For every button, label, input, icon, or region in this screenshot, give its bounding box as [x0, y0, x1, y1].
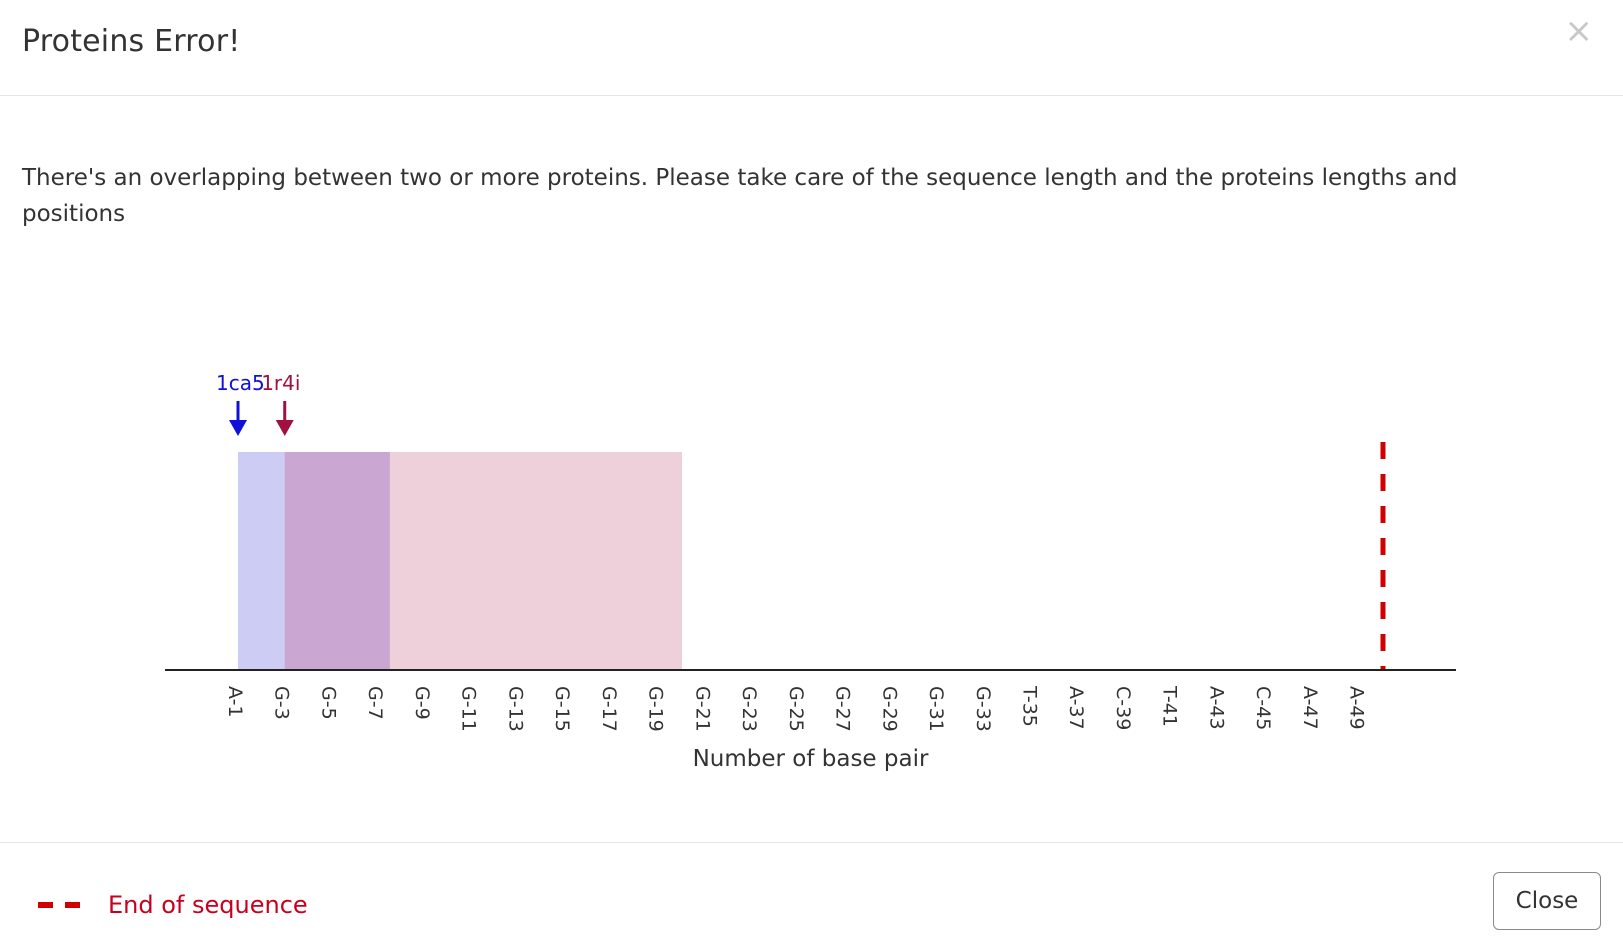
down-arrow-icon [229, 420, 247, 436]
x-tick-label: C-45 [1252, 686, 1274, 730]
down-arrow-icon [275, 420, 294, 436]
x-tick-label: G-15 [551, 686, 573, 732]
x-tick-label: G-3 [271, 686, 293, 720]
x-tick-label: G-31 [925, 686, 947, 732]
x-tick-label: A-43 [1205, 686, 1227, 730]
x-tick-label: A-47 [1299, 686, 1321, 730]
x-tick-label: G-25 [785, 686, 807, 732]
x-tick-label: T-41 [1159, 685, 1181, 727]
legend-label: End of sequence [108, 891, 308, 919]
error-message: There's an overlapping between two or mo… [22, 165, 1458, 227]
dialog-footer [0, 842, 1623, 944]
protein-label-1r4i: 1r4i [261, 371, 300, 395]
x-axis-title: Number of base pair [693, 746, 929, 772]
protein-overlap-chart: 1ca5 1r4i A-1 G-3 G-5 G-7 G-9 G-11 G-13 G-15 G-17 G… [0, 370, 1623, 790]
close-icon[interactable]: × [1564, 11, 1594, 51]
x-tick-label: G-9 [411, 686, 433, 720]
x-tick-label: G-11 [458, 686, 480, 732]
x-tick-label: G-7 [364, 686, 386, 720]
x-tick-label: C-39 [1112, 686, 1134, 730]
close-button[interactable]: Close [1493, 872, 1601, 930]
x-tick-label: T-35 [1018, 685, 1040, 727]
dialog-header: Proteins Error! × [0, 0, 1623, 96]
x-tick-label: G-33 [972, 686, 994, 732]
dashed-line-icon [38, 902, 82, 908]
x-tick-label: A-1 [224, 686, 246, 718]
x-tick-label: G-27 [832, 686, 854, 732]
x-tick-label: A-49 [1346, 686, 1368, 730]
x-tick-label: G-21 [691, 686, 713, 732]
x-tick-label: G-5 [317, 686, 339, 720]
legend: End of sequence [38, 888, 308, 922]
dialog-title: Proteins Error! [22, 24, 241, 59]
x-tick-label: G-29 [878, 686, 900, 732]
x-tick-label: G-23 [738, 686, 760, 732]
x-tick-label: G-19 [645, 686, 667, 732]
protein-label-1ca5: 1ca5 [216, 371, 265, 395]
x-tick-label: G-17 [598, 686, 620, 732]
x-tick-label: A-37 [1065, 686, 1087, 730]
x-tick-label: G-13 [504, 686, 526, 732]
overlap-region [284, 452, 390, 670]
